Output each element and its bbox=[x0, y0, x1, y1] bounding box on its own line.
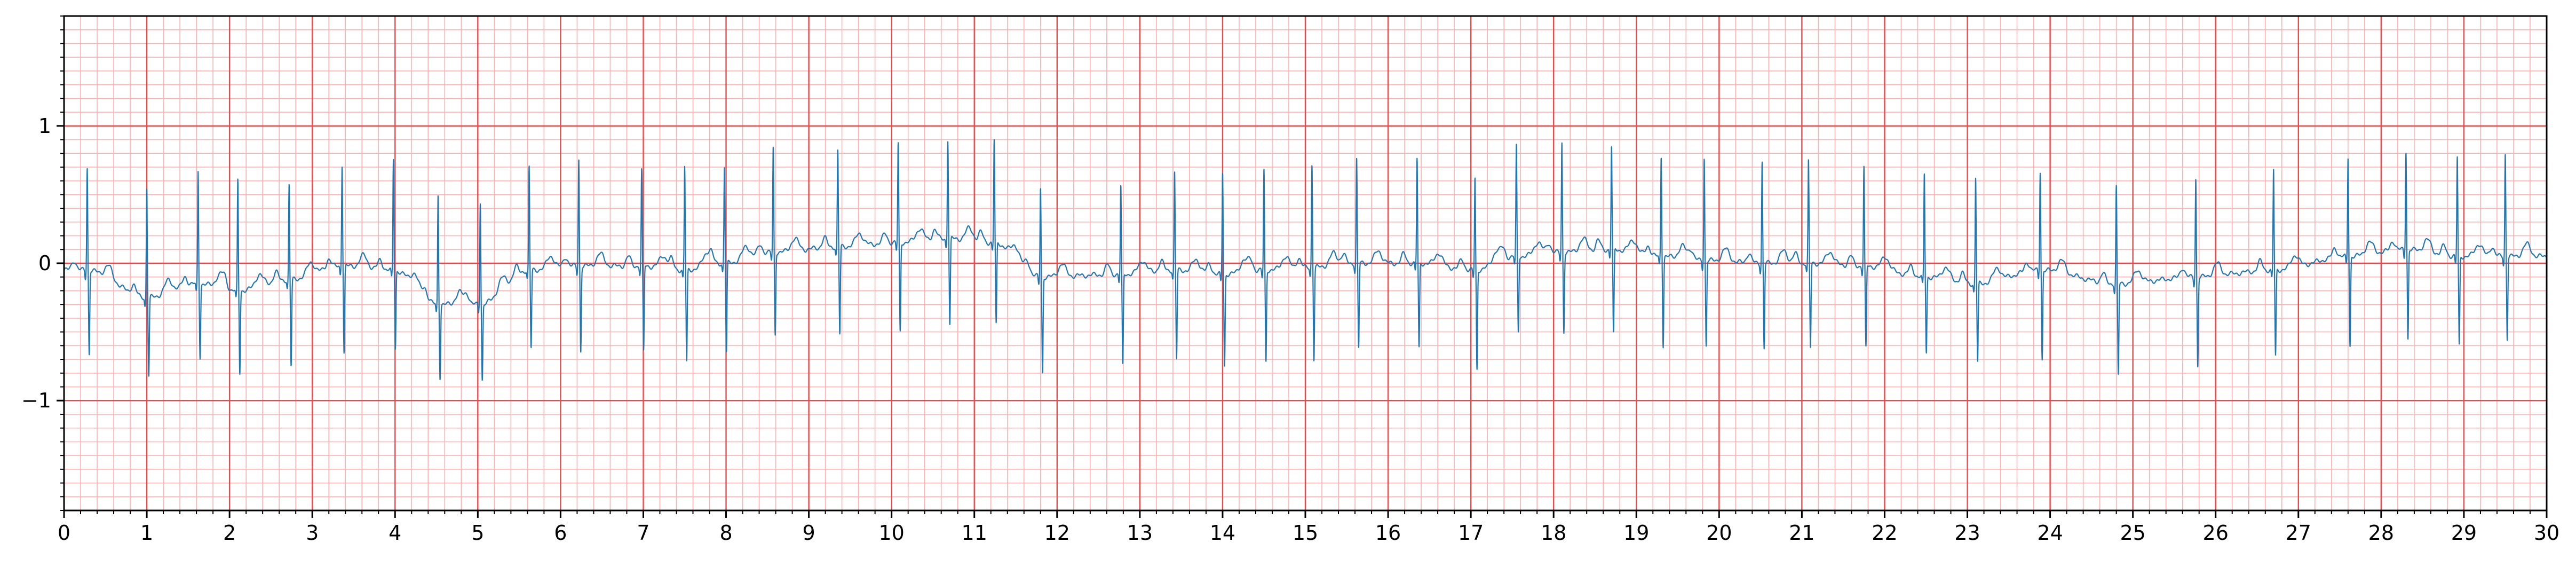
x-tick-label: 14 bbox=[1210, 521, 1235, 545]
x-tick-label: 4 bbox=[389, 521, 401, 545]
x-tick-label: 22 bbox=[1872, 521, 1897, 545]
x-tick-label: 21 bbox=[1789, 521, 1814, 545]
y-axis: 1 0 −1 bbox=[21, 15, 64, 511]
x-tick-label: 23 bbox=[1954, 521, 1980, 545]
ecg-trace-line bbox=[63, 139, 2547, 381]
x-tick-label: 12 bbox=[1044, 521, 1070, 545]
major-grid bbox=[63, 16, 2548, 510]
x-tick-label: 3 bbox=[306, 521, 319, 545]
x-tick-label: 29 bbox=[2451, 521, 2477, 545]
x-tick-label: 11 bbox=[962, 521, 987, 545]
x-tick-label: 25 bbox=[2120, 521, 2145, 545]
x-tick-label: 13 bbox=[1127, 521, 1153, 545]
x-tick-label: 8 bbox=[719, 521, 732, 545]
x-tick-label: 0 bbox=[58, 521, 70, 545]
x-tick-label: 18 bbox=[1541, 521, 1566, 545]
x-tick-label: 10 bbox=[878, 521, 904, 545]
y-tick-label: −1 bbox=[21, 389, 51, 412]
x-tick-label: 6 bbox=[554, 521, 567, 545]
x-tick-label: 2 bbox=[223, 521, 236, 545]
x-tick-label: 20 bbox=[1706, 521, 1732, 545]
x-tick-label: 15 bbox=[1293, 521, 1318, 545]
y-tick-label: 1 bbox=[38, 114, 51, 138]
x-tick-label: 7 bbox=[637, 521, 649, 545]
x-tick-label: 9 bbox=[803, 521, 815, 545]
x-tick-label: 30 bbox=[2534, 521, 2559, 545]
x-axis: 0 1 2 3 4 5 6 7 8 9 10 11 12 13 14 15 16 17 18 19 20 21 22 23 24… bbox=[58, 510, 2559, 545]
x-tick-label: 19 bbox=[1623, 521, 1649, 545]
x-tick-label: 5 bbox=[471, 521, 484, 545]
x-tick-label: 27 bbox=[2286, 521, 2311, 545]
x-tick-label: 24 bbox=[2037, 521, 2063, 545]
x-tick-label: 28 bbox=[2368, 521, 2394, 545]
ecg-trace-layer bbox=[63, 139, 2547, 381]
x-tick-label: 1 bbox=[140, 521, 153, 545]
x-tick-label: 16 bbox=[1375, 521, 1401, 545]
x-tick-label: 17 bbox=[1458, 521, 1484, 545]
x-tick-label: 26 bbox=[2203, 521, 2229, 545]
y-tick-label: 0 bbox=[38, 251, 51, 275]
